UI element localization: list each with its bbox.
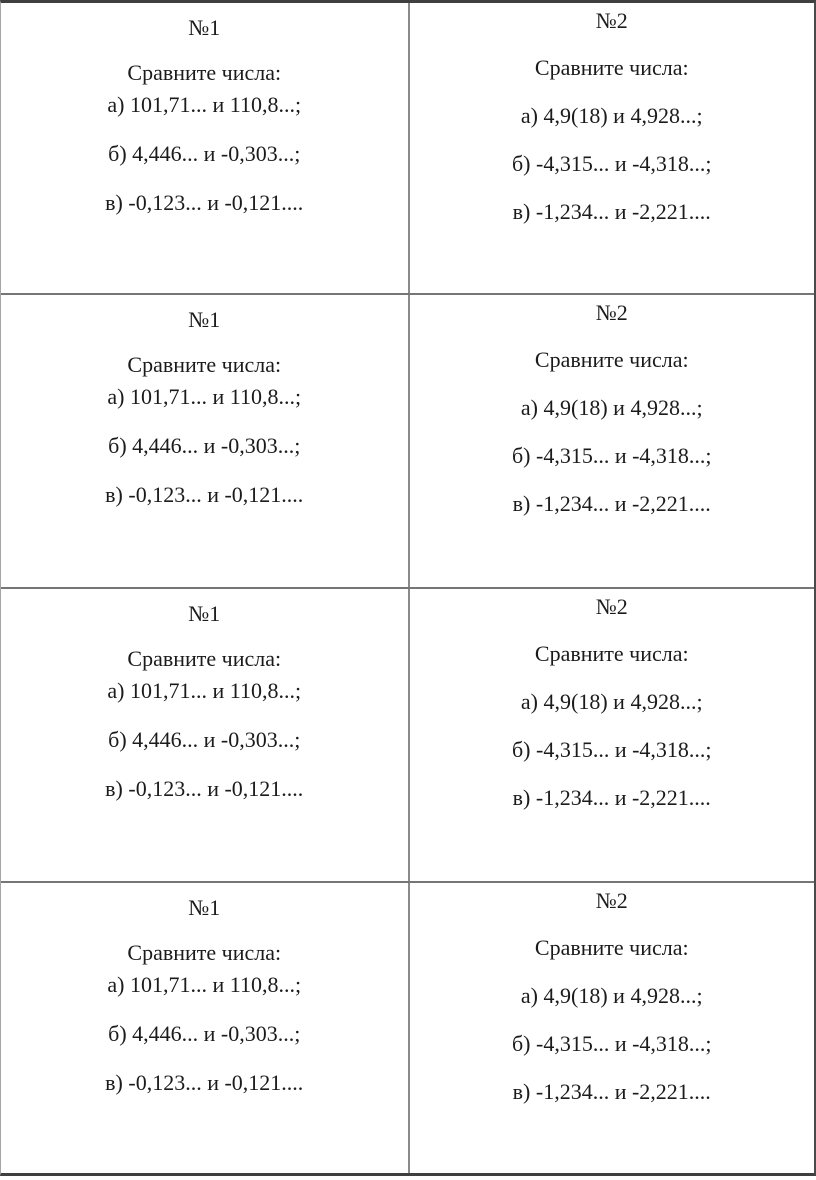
task-number: №2	[595, 8, 628, 33]
task-number: №1	[188, 601, 221, 626]
task-item-v: в) -0,123... и -0,121....	[105, 776, 304, 801]
worksheet-row-4: №1 Сравните числа: а) 101,71... и 110,8.…	[1, 881, 814, 1173]
task-item-v: в) -1,234... и -2,221....	[512, 199, 711, 224]
task-item-a: а) 101,71... и 110,8...;	[107, 972, 302, 997]
task-item-b: б) -4,315... и -4,318...;	[511, 737, 712, 762]
task-prompt-and-item-a: Сравните числа: а) 101,71... и 110,8...;	[1, 937, 408, 1001]
task-item-v: в) -0,123... и -0,121....	[105, 1070, 304, 1095]
worksheet-row-1: №1 Сравните числа: а) 101,71... и 110,8.…	[1, 3, 814, 293]
task-prompt: Сравните числа:	[127, 352, 282, 377]
task-prompt: Сравните числа:	[534, 935, 689, 960]
task-number: №2	[595, 300, 628, 325]
task-prompt-and-item-a: Сравните числа: а) 101,71... и 110,8...;	[1, 643, 408, 707]
task-item-b: б) 4,446... и -0,303...;	[108, 141, 301, 166]
task-item-b: б) -4,315... и -4,318...;	[511, 443, 712, 468]
task-prompt: Сравните числа:	[534, 641, 689, 666]
task-prompt: Сравните числа:	[534, 55, 689, 80]
task-item-v: в) -1,234... и -2,221....	[512, 1079, 711, 1104]
task-item-a: а) 4,9(18) и 4,928...;	[520, 103, 703, 128]
task-item-a: а) 4,9(18) и 4,928...;	[520, 689, 703, 714]
task-card-no1: №1 Сравните числа: а) 101,71... и 110,8.…	[1, 589, 408, 881]
task-prompt: Сравните числа:	[127, 60, 282, 85]
task-item-a: а) 101,71... и 110,8...;	[107, 678, 302, 703]
task-number: №2	[595, 594, 628, 619]
task-card-no1: №1 Сравните числа: а) 101,71... и 110,8.…	[1, 883, 408, 1173]
task-item-b: б) 4,446... и -0,303...;	[108, 727, 301, 752]
task-item-b: б) 4,446... и -0,303...;	[108, 433, 301, 458]
worksheet-row-3: №1 Сравните числа: а) 101,71... и 110,8.…	[1, 587, 814, 881]
task-item-a: а) 4,9(18) и 4,928...;	[520, 395, 703, 420]
task-number: №1	[188, 15, 221, 40]
worksheet-row-2: №1 Сравните числа: а) 101,71... и 110,8.…	[1, 293, 814, 587]
task-item-v: в) -1,234... и -2,221....	[512, 785, 711, 810]
task-item-a: а) 101,71... и 110,8...;	[107, 92, 302, 117]
task-number: №1	[188, 895, 221, 920]
task-prompt-and-item-a: Сравните числа: а) 101,71... и 110,8...;	[1, 349, 408, 413]
task-item-b: б) -4,315... и -4,318...;	[511, 151, 712, 176]
task-prompt: Сравните числа:	[534, 347, 689, 372]
task-item-b: б) -4,315... и -4,318...;	[511, 1031, 712, 1056]
task-item-v: в) -0,123... и -0,121....	[105, 190, 304, 215]
task-card-no1: №1 Сравните числа: а) 101,71... и 110,8.…	[1, 295, 408, 587]
task-item-b: б) 4,446... и -0,303...;	[108, 1021, 301, 1046]
task-prompt: Сравните числа:	[127, 940, 282, 965]
task-card-no2: №2 Сравните числа: а) 4,9(18) и 4,928...…	[407, 883, 815, 1173]
task-number: №2	[595, 888, 628, 913]
task-prompt: Сравните числа:	[127, 646, 282, 671]
task-item-v: в) -0,123... и -0,121....	[105, 482, 304, 507]
task-item-a: а) 101,71... и 110,8...;	[107, 384, 302, 409]
task-card-no1: №1 Сравните числа: а) 101,71... и 110,8.…	[1, 3, 408, 293]
task-card-no2: №2 Сравните числа: а) 4,9(18) и 4,928...…	[407, 3, 815, 293]
task-item-a: а) 4,9(18) и 4,928...;	[520, 983, 703, 1008]
task-prompt-and-item-a: Сравните числа: а) 101,71... и 110,8...;	[1, 57, 408, 121]
task-number: №1	[188, 307, 221, 332]
task-card-no2: №2 Сравните числа: а) 4,9(18) и 4,928...…	[407, 589, 815, 881]
task-item-v: в) -1,234... и -2,221....	[512, 491, 711, 516]
task-card-no2: №2 Сравните числа: а) 4,9(18) и 4,928...…	[407, 295, 815, 587]
